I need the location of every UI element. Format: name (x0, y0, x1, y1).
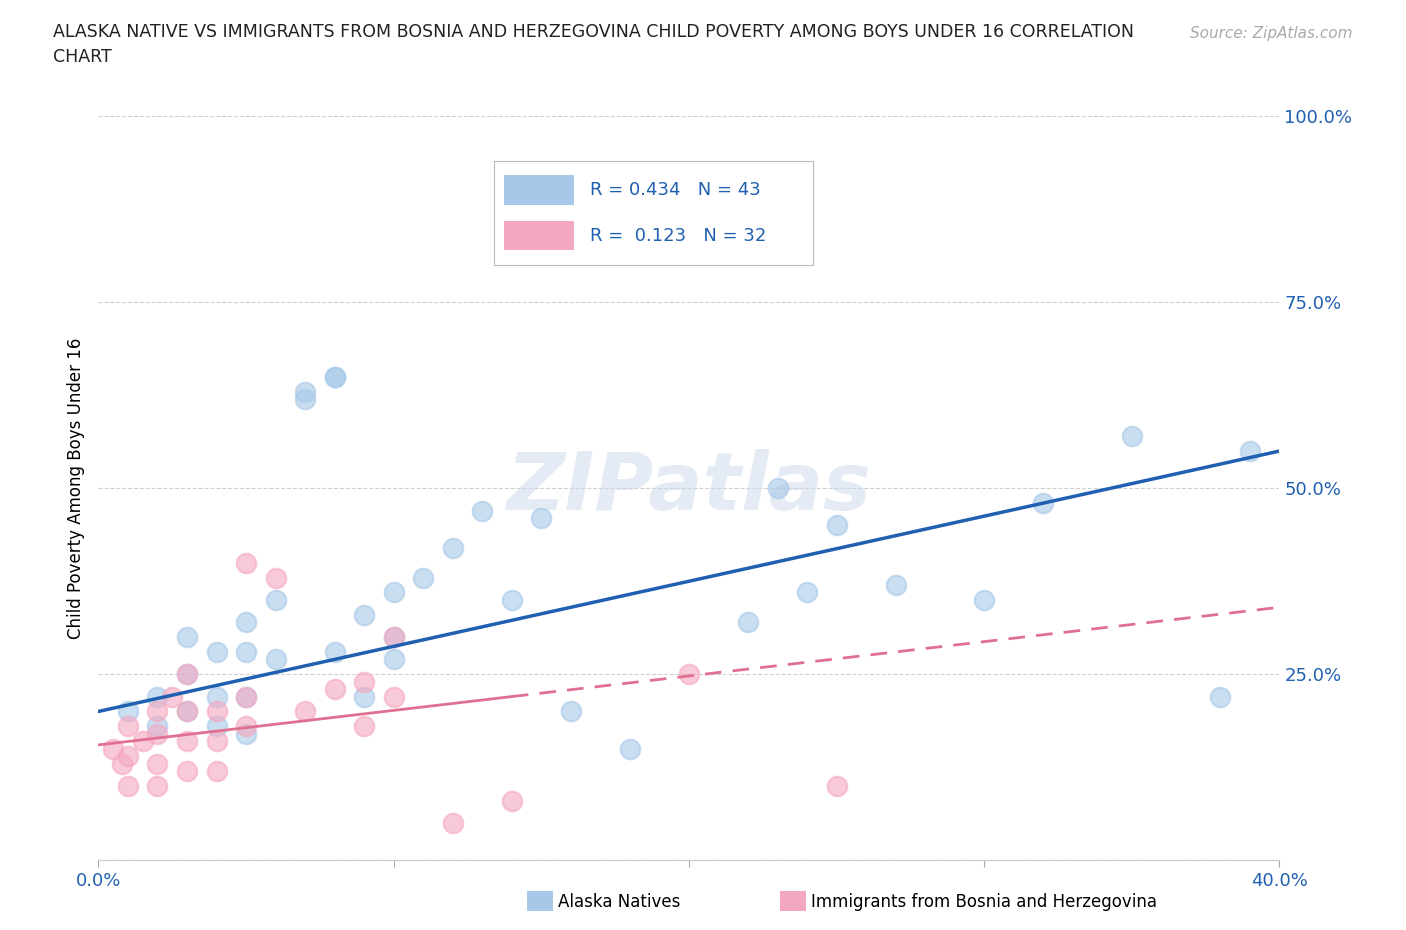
Text: Immigrants from Bosnia and Herzegovina: Immigrants from Bosnia and Herzegovina (811, 893, 1157, 911)
Point (117, 778, 139, 793)
Point (501, 793, 523, 808)
Point (146, 778, 169, 793)
Point (176, 704, 198, 719)
Point (382, 689, 405, 704)
Point (162, 689, 183, 704)
Text: ZIPatlas: ZIPatlas (506, 449, 872, 527)
Point (235, 689, 257, 704)
Point (176, 704, 198, 719)
Point (146, 719, 169, 734)
Point (235, 689, 257, 704)
Point (103, 741, 125, 756)
Point (176, 734, 198, 749)
Point (382, 652, 405, 667)
Point (382, 585, 405, 600)
Point (205, 764, 228, 778)
Point (825, 778, 848, 793)
Point (264, 592, 287, 607)
Point (264, 570, 287, 585)
Point (353, 607, 375, 622)
Point (678, 667, 700, 682)
Point (382, 630, 405, 644)
Point (176, 667, 198, 682)
Point (1121, 429, 1143, 444)
Point (530, 511, 553, 525)
Text: Source: ZipAtlas.com: Source: ZipAtlas.com (1189, 26, 1353, 41)
Point (353, 674, 375, 689)
Point (382, 630, 405, 644)
Point (1239, 444, 1261, 458)
Point (796, 585, 818, 600)
Point (111, 756, 134, 771)
Point (176, 630, 198, 644)
Point (678, 183, 700, 198)
Point (146, 726, 169, 741)
Point (205, 704, 228, 719)
Point (323, 369, 346, 384)
Point (737, 615, 759, 630)
Point (205, 719, 228, 734)
Text: Alaska Natives: Alaska Natives (558, 893, 681, 911)
Point (146, 704, 169, 719)
Point (264, 652, 287, 667)
Text: ALASKA NATIVE VS IMMIGRANTS FROM BOSNIA AND HERZEGOVINA CHILD POVERTY AMONG BOYS: ALASKA NATIVE VS IMMIGRANTS FROM BOSNIA … (53, 23, 1135, 66)
Point (441, 816, 464, 830)
Point (235, 555, 257, 570)
Point (412, 570, 434, 585)
Point (176, 667, 198, 682)
Point (323, 644, 346, 659)
Point (294, 392, 316, 406)
Point (353, 689, 375, 704)
Point (501, 592, 523, 607)
Point (235, 719, 257, 734)
Point (825, 518, 848, 533)
Point (235, 644, 257, 659)
Point (323, 682, 346, 697)
Point (294, 704, 316, 719)
Point (117, 749, 139, 764)
Point (205, 689, 228, 704)
Point (205, 644, 228, 659)
Point (117, 704, 139, 719)
Point (471, 503, 494, 518)
Point (884, 578, 907, 592)
Point (441, 540, 464, 555)
Point (323, 369, 346, 384)
Point (766, 481, 789, 496)
Point (560, 704, 582, 719)
Point (619, 741, 641, 756)
Point (146, 689, 169, 704)
Point (176, 764, 198, 778)
Point (973, 592, 995, 607)
Point (132, 734, 155, 749)
Point (235, 726, 257, 741)
Point (205, 734, 228, 749)
Y-axis label: Child Poverty Among Boys Under 16: Child Poverty Among Boys Under 16 (66, 338, 84, 639)
Point (294, 384, 316, 399)
Point (146, 756, 169, 771)
Point (1209, 689, 1232, 704)
Point (117, 719, 139, 734)
Point (353, 719, 375, 734)
Point (1032, 496, 1054, 511)
Point (235, 615, 257, 630)
